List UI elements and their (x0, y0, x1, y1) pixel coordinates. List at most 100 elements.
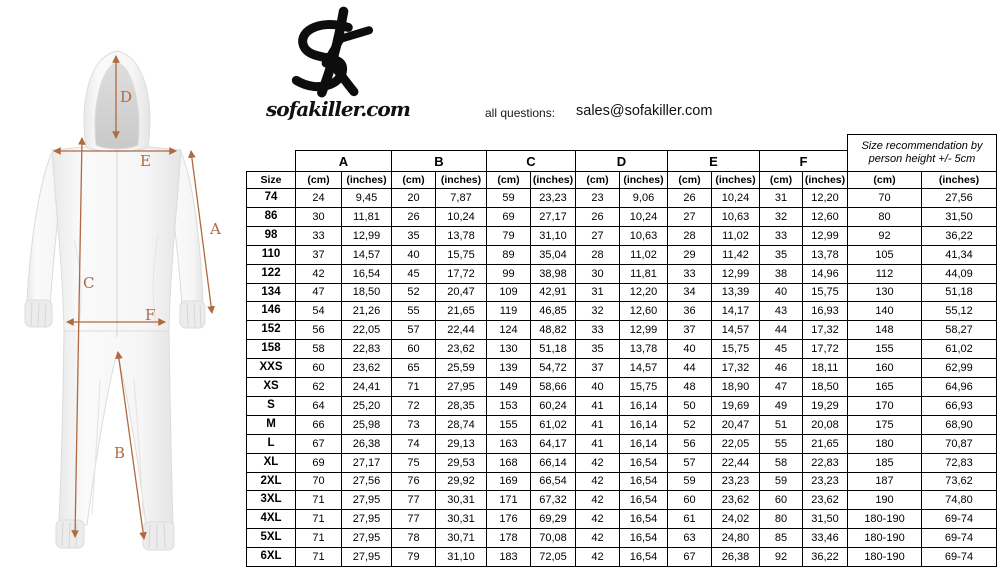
size-label-3xl: 3XL (246, 490, 296, 510)
table-cell: 60 (391, 339, 436, 359)
table-cell: 52 (667, 415, 712, 435)
unit-header: (cm) (667, 171, 712, 189)
table-cell: 74,80 (921, 490, 997, 510)
group-header-f: F (759, 150, 848, 172)
table-cell: 42 (575, 490, 620, 510)
size-recommendation-line1: Size recommendation by (861, 140, 983, 152)
table-cell: 14,17 (711, 301, 760, 321)
table-cell: 187 (847, 472, 922, 491)
table-cell: 9,06 (619, 188, 668, 208)
size-label-4xl: 4XL (246, 509, 296, 529)
unit-header: (inches) (921, 171, 997, 189)
table-cell: 18,90 (711, 377, 760, 397)
table-cell: 22,44 (711, 453, 760, 473)
table-cell: 24,80 (711, 528, 760, 548)
size-label-122: 122 (246, 264, 296, 284)
table-cell: 169 (486, 472, 531, 491)
table-cell: 12,99 (711, 264, 760, 284)
table-cell: 22,83 (802, 453, 848, 473)
table-cell: 59 (759, 472, 803, 491)
size-label-74: 74 (246, 188, 296, 208)
table-cell: 67 (667, 547, 712, 567)
table-cell: 13,78 (619, 339, 668, 359)
table-cell: 23,62 (802, 490, 848, 510)
table-cell: 41,34 (921, 245, 997, 265)
table-cell: 69-74 (921, 509, 997, 529)
table-cell: 71 (295, 528, 342, 548)
table-cell: 32 (759, 207, 803, 227)
size-label-146: 146 (246, 301, 296, 321)
table-cell: 27 (667, 207, 712, 227)
measure-label-c: C (83, 274, 95, 292)
size-label-xl: XL (246, 453, 296, 473)
table-cell: 58,66 (530, 377, 576, 397)
table-cell: 24,41 (341, 377, 392, 397)
table-cell: 26,38 (711, 547, 760, 567)
table-cell: 41 (575, 396, 620, 416)
table-cell: 165 (847, 377, 922, 397)
table-cell: 185 (847, 453, 922, 473)
table-cell: 51,18 (530, 339, 576, 359)
table-cell: 180-190 (847, 528, 922, 548)
table-cell: 67,32 (530, 490, 576, 510)
table-cell: 31,10 (530, 226, 576, 246)
table-cell: 11,81 (341, 207, 392, 227)
table-cell: 155 (847, 339, 922, 359)
unit-header: (cm) (391, 171, 436, 189)
table-cell: 20,08 (802, 415, 848, 435)
table-cell: 11,02 (711, 226, 760, 246)
table-cell: 31,50 (921, 207, 997, 227)
size-label-xs: XS (246, 377, 296, 397)
table-cell: 170 (847, 396, 922, 416)
table-cell: 22,83 (341, 339, 392, 359)
table-cell: 12,99 (802, 226, 848, 246)
size-recommendation-line2: person height +/- 5cm (868, 153, 976, 165)
size-label-152: 152 (246, 320, 296, 340)
table-cell: 22,05 (711, 434, 760, 454)
table-cell: 33 (575, 320, 620, 340)
table-cell: 58 (759, 453, 803, 473)
unit-header: (cm) (295, 171, 342, 189)
table-cell: 70,08 (530, 528, 576, 548)
table-cell: 64,17 (530, 434, 576, 454)
table-cell: 40 (575, 377, 620, 397)
table-cell: 12,60 (802, 207, 848, 227)
table-cell: 66,93 (921, 396, 997, 416)
table-cell: 14,57 (711, 320, 760, 340)
table-cell: 51 (759, 415, 803, 435)
table-cell: 59 (667, 472, 712, 491)
table-cell: 19,29 (802, 396, 848, 416)
table-cell: 48 (667, 377, 712, 397)
group-header-a: A (295, 150, 392, 172)
table-cell: 23,62 (435, 339, 487, 359)
measurement-arrows (52, 54, 215, 541)
table-cell: 40 (667, 339, 712, 359)
table-cell: 18,11 (802, 358, 848, 378)
table-cell: 28 (575, 245, 620, 265)
measure-label-e: E (140, 152, 151, 170)
table-cell: 17,72 (435, 264, 487, 284)
table-cell: 63 (667, 528, 712, 548)
table-cell: 178 (486, 528, 531, 548)
table-cell: 26 (575, 207, 620, 227)
table-cell: 16,93 (802, 301, 848, 321)
table-cell: 65 (391, 358, 436, 378)
table-cell: 71 (295, 547, 342, 567)
table-cell: 23,23 (711, 472, 760, 491)
measure-label-a: A (210, 220, 221, 238)
table-cell: 35 (575, 339, 620, 359)
table-cell: 27,95 (341, 528, 392, 548)
table-cell: 24 (295, 188, 342, 208)
table-cell: 26 (667, 188, 712, 208)
table-cell: 79 (391, 547, 436, 567)
table-cell: 112 (847, 264, 922, 284)
table-cell: 35 (759, 245, 803, 265)
size-label-6xl: 6XL (246, 547, 296, 567)
table-cell: 34 (667, 283, 712, 302)
table-cell: 13,39 (711, 283, 760, 302)
table-cell: 20,47 (711, 415, 760, 435)
table-cell: 26,38 (341, 434, 392, 454)
table-cell: 27 (575, 226, 620, 246)
table-cell: 70 (295, 472, 342, 491)
table-cell: 16,14 (619, 396, 668, 416)
